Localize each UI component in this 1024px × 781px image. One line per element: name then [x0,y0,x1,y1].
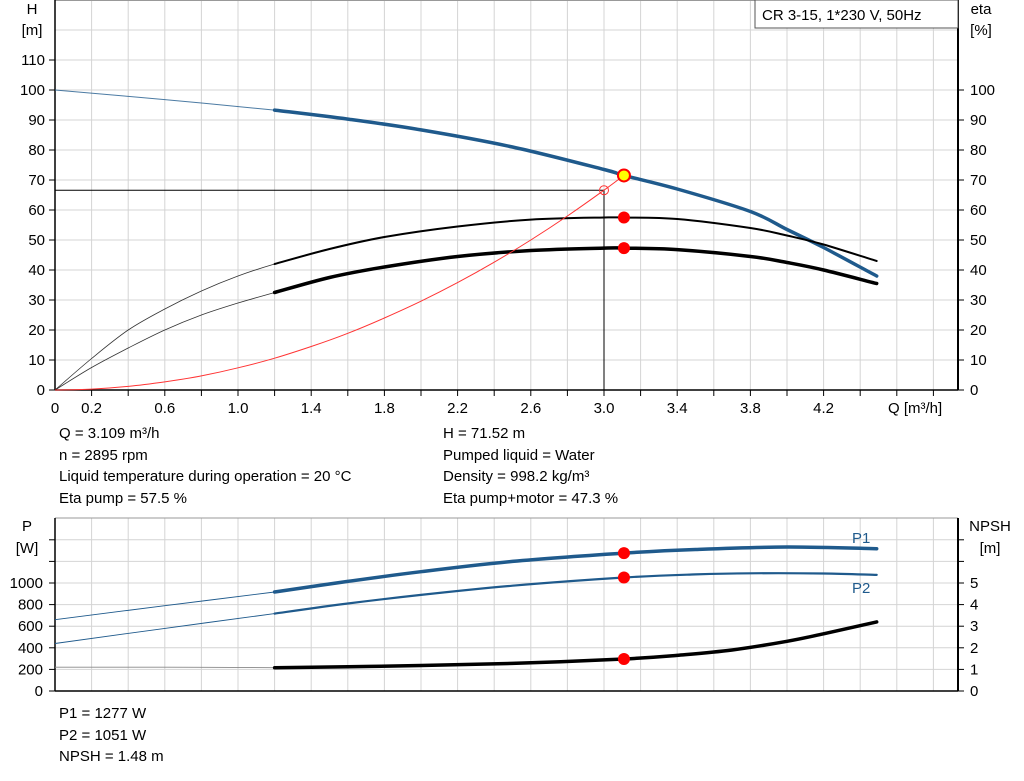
eta-pump-curve-thin [54,216,877,391]
x-tick-label: 1.0 [228,400,249,417]
info-eta-pump-motor: Eta pump+motor = 47.3 % [443,489,619,507]
p-tick-label: 600 [18,618,43,635]
eta-pump-motor-curve-thin [54,247,877,391]
npsh-tick-label: 1 [970,661,978,678]
npsh-tick-label: 0 [970,683,978,700]
h-tick-label: 30 [28,292,45,309]
npsh-tick-label: 3 [970,618,978,635]
title-box [754,0,959,29]
info-npsh: NPSH = 1.48 m [59,748,164,765]
h-axis-unit: [m] [22,22,43,39]
h-tick-label: 50 [28,232,45,249]
eta-tick-label: 90 [970,112,987,129]
p1-curve [272,545,879,594]
p1-curve-thin [54,591,275,621]
npsh-axis-label: NPSH [969,518,1011,535]
p-tick-label: 400 [18,640,43,657]
x-tick-label: 3.8 [740,400,761,417]
p-axis-label: P [22,518,32,535]
p2-series-label: P2 [852,580,870,597]
npsh-tick-label: 5 [970,575,978,592]
eta-tick-label: 10 [970,352,987,369]
eta-tick-label: 50 [970,232,987,249]
info-temperature: Liquid temperature during operation = 20… [59,468,352,485]
system-curve-line [54,175,625,391]
p-axis-unit: [W] [16,540,39,557]
h-tick-label: 20 [28,322,45,339]
info-flow: Q = 3.109 m³/h [59,425,160,442]
x-tick-label: 2.6 [520,400,541,417]
chart-title: CR 3-15, 1*230 V, 50Hz [762,7,922,24]
eta-axis-label: eta [971,1,993,18]
x-tick-label: 1.4 [301,400,322,417]
npsh-point [617,653,630,666]
eta-tick-label: 80 [970,142,987,159]
H-curve [272,108,879,278]
p-tick-label: 1000 [10,575,43,592]
reference-point-marker [599,185,609,196]
info-p1: P1 = 1277 W [59,705,147,722]
p2-point [617,571,630,584]
npsh-curve [272,620,879,670]
h-tick-label: 70 [28,172,45,189]
h-tick-label: 10 [28,352,45,369]
h-tick-label: 60 [28,202,45,219]
info-left: Q = 3.109 m³/h n = 2895 rpm Liquid tempe… [59,423,351,509]
npsh-tick-label: 4 [970,597,978,614]
eta-tick-label: 100 [970,82,995,99]
eta-pump-motor-point [617,242,630,255]
eta-tick-label: 0 [970,382,978,399]
x-tick-label: 0.6 [154,400,175,417]
x-tick-label: 0 [51,400,59,417]
x-tick-label: 2.2 [447,400,468,417]
eta-tick-label: 20 [970,322,987,339]
x-tick-label: 4.2 [813,400,834,417]
H-curve-thin [54,89,877,277]
duty-point-marker [616,168,631,183]
p-tick-label: 0 [35,683,43,700]
p1-series-label: P1 [852,530,870,547]
h-tick-label: 80 [28,142,45,159]
eta-pump-motor-curve [272,246,879,295]
info-power: P1 = 1277 W P2 = 1051 W NPSH = 1.48 m [59,703,164,768]
p2-curve-thin [54,613,275,644]
info-density: Density = 998.2 kg/m³ [443,468,590,485]
info-speed: n = 2895 rpm [59,446,148,464]
x-tick-label: 1.8 [374,400,395,417]
h-tick-label: 90 [28,112,45,129]
info-liquid: Pumped liquid = Water [443,446,595,464]
p2-curve [273,572,878,615]
info-right: H = 71.52 m Pumped liquid = Water Densit… [443,423,618,509]
info-p2: P2 = 1051 W [59,726,147,744]
p-tick-label: 200 [18,661,43,678]
h-tick-label: 100 [20,82,45,99]
x-tick-label: 0.2 [81,400,102,417]
info-eta-pump: Eta pump = 57.5 % [59,489,187,507]
npsh-curve-thin [54,666,275,669]
p-tick-label: 800 [18,597,43,614]
h-axis-label: H [27,1,38,18]
npsh-axis-unit: [m] [980,540,1001,557]
x-tick-label: 3.0 [594,400,615,417]
eta-pump-point [617,211,630,224]
h-tick-label: 110 [21,52,45,69]
h-tick-label: 0 [37,382,45,399]
eta-pump-curve [273,216,878,265]
eta-tick-label: 30 [970,292,987,309]
power-npsh-plot: 0 200 400 600 800 1000 0 1 2 3 4 5 [10,517,978,700]
eta-tick-label: 60 [970,202,987,219]
eta-tick-label: 70 [970,172,987,189]
info-head: H = 71.52 m [443,425,526,442]
h-tick-label: 40 [28,262,45,279]
p1-point [617,547,630,560]
q-axis-label: Q [m³/h] [888,400,942,417]
eta-axis-unit: [%] [970,22,992,39]
x-tick-label: 3.4 [667,400,688,417]
head-efficiency-plot: 0 0.2 0.6 1.0 1.4 1.8 2.2 2.6 3.0 3.4 3.8 4.2 0 10 20 3… [20,0,995,417]
eta-tick-label: 40 [970,262,987,279]
npsh-tick-label: 2 [970,640,978,657]
